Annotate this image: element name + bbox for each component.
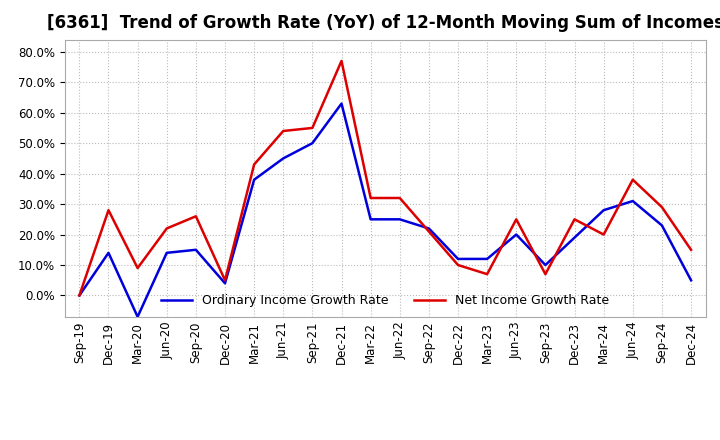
Net Income Growth Rate: [570, 216, 579, 222]
Ordinary Income Growth Rate: [308, 140, 317, 146]
Ordinary Income Growth Rate: [395, 216, 404, 222]
Ordinary Income Growth Rate: [425, 226, 433, 231]
Net Income Growth Rate: [250, 162, 258, 167]
Net Income Growth Rate: [279, 128, 287, 134]
Ordinary Income Growth Rate: [483, 256, 492, 261]
Net Income Growth Rate: [163, 226, 171, 231]
Ordinary Income Growth Rate: [163, 250, 171, 256]
Net Income Growth Rate: [337, 58, 346, 63]
Net Income Growth Rate: [599, 232, 608, 237]
Title: [6361]  Trend of Growth Rate (YoY) of 12-Month Moving Sum of Incomes: [6361] Trend of Growth Rate (YoY) of 12-…: [47, 15, 720, 33]
Ordinary Income Growth Rate: [541, 262, 550, 268]
Net Income Growth Rate: [657, 205, 666, 210]
Line: Net Income Growth Rate: Net Income Growth Rate: [79, 61, 691, 296]
Net Income Growth Rate: [425, 229, 433, 234]
Net Income Growth Rate: [541, 271, 550, 277]
Ordinary Income Growth Rate: [250, 177, 258, 182]
Ordinary Income Growth Rate: [192, 247, 200, 253]
Ordinary Income Growth Rate: [104, 250, 113, 256]
Net Income Growth Rate: [454, 262, 462, 268]
Ordinary Income Growth Rate: [337, 101, 346, 106]
Net Income Growth Rate: [104, 208, 113, 213]
Ordinary Income Growth Rate: [687, 278, 696, 283]
Ordinary Income Growth Rate: [512, 232, 521, 237]
Net Income Growth Rate: [366, 195, 375, 201]
Net Income Growth Rate: [75, 293, 84, 298]
Net Income Growth Rate: [220, 278, 229, 283]
Line: Ordinary Income Growth Rate: Ordinary Income Growth Rate: [79, 103, 691, 317]
Net Income Growth Rate: [629, 177, 637, 182]
Net Income Growth Rate: [512, 216, 521, 222]
Ordinary Income Growth Rate: [599, 208, 608, 213]
Ordinary Income Growth Rate: [366, 216, 375, 222]
Legend: Ordinary Income Growth Rate, Net Income Growth Rate: Ordinary Income Growth Rate, Net Income …: [155, 288, 616, 313]
Ordinary Income Growth Rate: [133, 314, 142, 319]
Ordinary Income Growth Rate: [570, 235, 579, 240]
Ordinary Income Growth Rate: [75, 293, 84, 298]
Net Income Growth Rate: [133, 265, 142, 271]
Net Income Growth Rate: [483, 271, 492, 277]
Ordinary Income Growth Rate: [220, 281, 229, 286]
Net Income Growth Rate: [687, 247, 696, 253]
Net Income Growth Rate: [192, 214, 200, 219]
Ordinary Income Growth Rate: [454, 256, 462, 261]
Ordinary Income Growth Rate: [657, 223, 666, 228]
Net Income Growth Rate: [308, 125, 317, 131]
Net Income Growth Rate: [395, 195, 404, 201]
Ordinary Income Growth Rate: [279, 156, 287, 161]
Ordinary Income Growth Rate: [629, 198, 637, 204]
